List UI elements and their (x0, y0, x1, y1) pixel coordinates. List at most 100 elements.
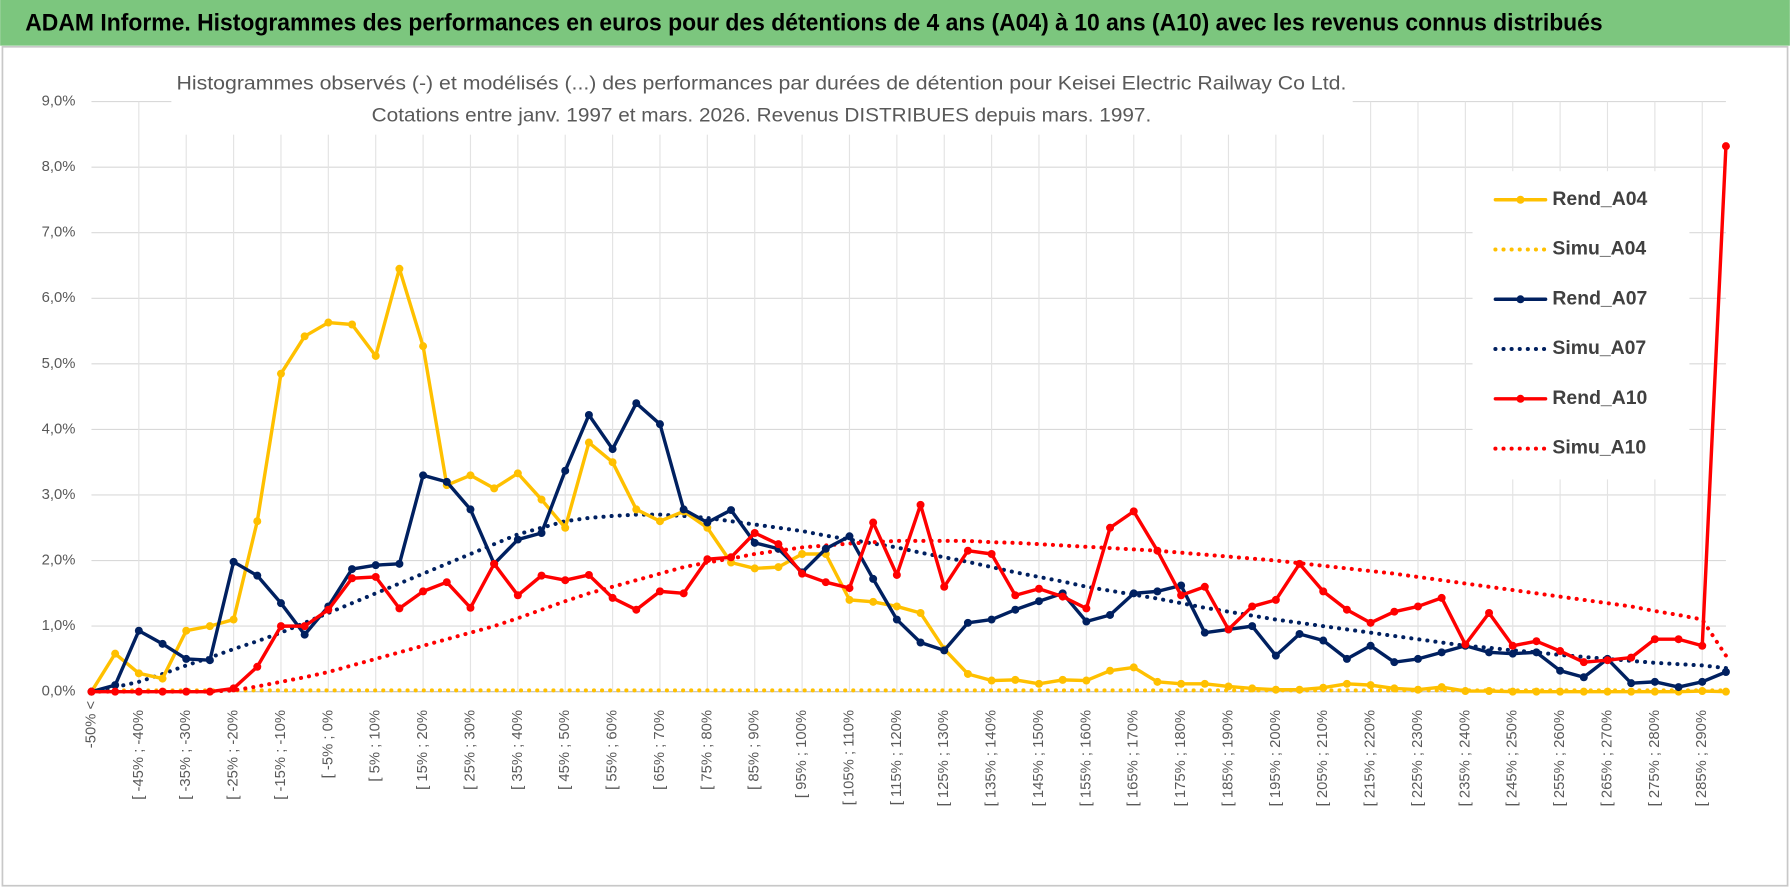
point-marker (1034, 584, 1043, 593)
x-tick-label: [ 15% ; 20% (415, 710, 431, 790)
point-marker (1413, 602, 1422, 611)
series-line (89, 401, 1728, 694)
series-line (89, 267, 1728, 694)
point-marker (253, 571, 262, 580)
point-marker (490, 484, 499, 493)
point-marker (1390, 607, 1399, 616)
point-marker (1200, 679, 1209, 688)
x-tick-label: [ 25% ; 30% (462, 710, 478, 790)
point-marker (111, 649, 120, 658)
x-tick-label: [ -5% ; 0% (320, 710, 336, 778)
legend: Rend_A04 Simu_A04 Rend_A07 Simu_A07 Rend_A10… (1472, 171, 1690, 480)
y-tick-label: 7,0% (42, 225, 76, 241)
point-marker (1011, 605, 1020, 614)
x-tick-label: [ -35% ; -30% (178, 710, 194, 800)
point-marker (1556, 666, 1565, 675)
point-marker (1390, 684, 1399, 693)
legend-marker (1516, 394, 1525, 403)
point-marker (727, 553, 736, 562)
point-marker (300, 630, 309, 639)
point-marker (1058, 675, 1067, 684)
point-marker (1153, 677, 1162, 686)
point-marker (774, 563, 783, 572)
point-marker (276, 369, 285, 378)
point-marker (1366, 641, 1375, 650)
point-marker (395, 264, 404, 273)
point-marker (324, 605, 333, 614)
point-marker (158, 674, 167, 683)
point-marker (1224, 625, 1233, 634)
point-marker (371, 351, 380, 360)
x-tick-label: [ 205% ; 210% (1315, 710, 1331, 806)
point-marker (1674, 683, 1683, 692)
point-marker (1627, 653, 1636, 662)
point-marker (1034, 597, 1043, 606)
x-tick-label: [ -45% ; -40% (131, 710, 147, 800)
point-marker (371, 561, 380, 570)
point-marker (679, 505, 688, 514)
header-bar (0, 0, 1790, 46)
x-tick-label: [ 215% ; 220% (1363, 710, 1379, 806)
point-marker (869, 518, 878, 527)
point-marker (561, 466, 570, 475)
point-marker (679, 589, 688, 598)
x-tick-label: [ 165% ; 170% (1126, 710, 1142, 806)
x-tick-label: [ 95% ; 100% (794, 710, 810, 798)
point-marker (1082, 604, 1091, 613)
point-marker (1106, 523, 1115, 532)
point-marker (963, 669, 972, 678)
point-marker (655, 587, 664, 596)
point-marker (940, 582, 949, 591)
point-marker (158, 687, 167, 696)
point-marker (584, 438, 593, 447)
y-tick-label: 4,0% (42, 421, 76, 437)
point-marker (584, 570, 593, 579)
point-marker (632, 399, 641, 408)
point-marker (134, 669, 143, 678)
point-marker (1106, 610, 1115, 619)
point-marker (1082, 676, 1091, 685)
point-marker (419, 587, 428, 596)
point-marker (1698, 677, 1707, 686)
x-tick-label: [ 175% ; 180% (1173, 710, 1189, 806)
point-marker (1508, 687, 1517, 696)
x-tick-label: [ 285% ; 290% (1694, 710, 1710, 806)
point-marker (1011, 591, 1020, 600)
point-marker (419, 342, 428, 351)
point-marker (987, 549, 996, 558)
x-tick-label: [ 135% ; 140% (984, 710, 1000, 806)
x-tick-label: [ 5% ; 10% (368, 710, 384, 782)
x-tick-label: [ 195% ; 200% (1268, 710, 1284, 806)
point-marker (1461, 640, 1470, 649)
point-marker (845, 584, 854, 593)
x-tick-label: [ 145% ; 150% (1031, 710, 1047, 806)
point-marker (466, 505, 475, 514)
point-marker (1295, 629, 1304, 638)
point-marker (655, 517, 664, 526)
y-tick-label: 1,0% (42, 618, 76, 634)
plot (87, 142, 1730, 696)
point-marker (1674, 635, 1683, 644)
point-marker (1082, 617, 1091, 626)
point-marker (1603, 656, 1612, 665)
point-marker (821, 578, 830, 587)
y-tick-label: 6,0% (42, 290, 76, 306)
x-tick-label: [ 105% ; 110% (841, 710, 857, 805)
x-tick-label: [ -25% ; -20% (226, 710, 242, 800)
point-marker (1650, 677, 1659, 686)
point-marker (395, 559, 404, 568)
point-marker (1366, 681, 1375, 690)
point-marker (537, 571, 546, 580)
point-marker (1650, 635, 1659, 644)
point-marker (1532, 687, 1541, 696)
point-marker (1485, 648, 1494, 657)
y-tick-label: 9,0% (42, 94, 76, 110)
point-marker (1390, 658, 1399, 667)
point-marker (158, 639, 167, 648)
point-marker (1721, 142, 1730, 151)
point-marker (134, 687, 143, 696)
point-marker (1153, 546, 1162, 555)
point-marker (1342, 605, 1351, 614)
point-marker (1248, 602, 1257, 611)
point-marker (1413, 654, 1422, 663)
